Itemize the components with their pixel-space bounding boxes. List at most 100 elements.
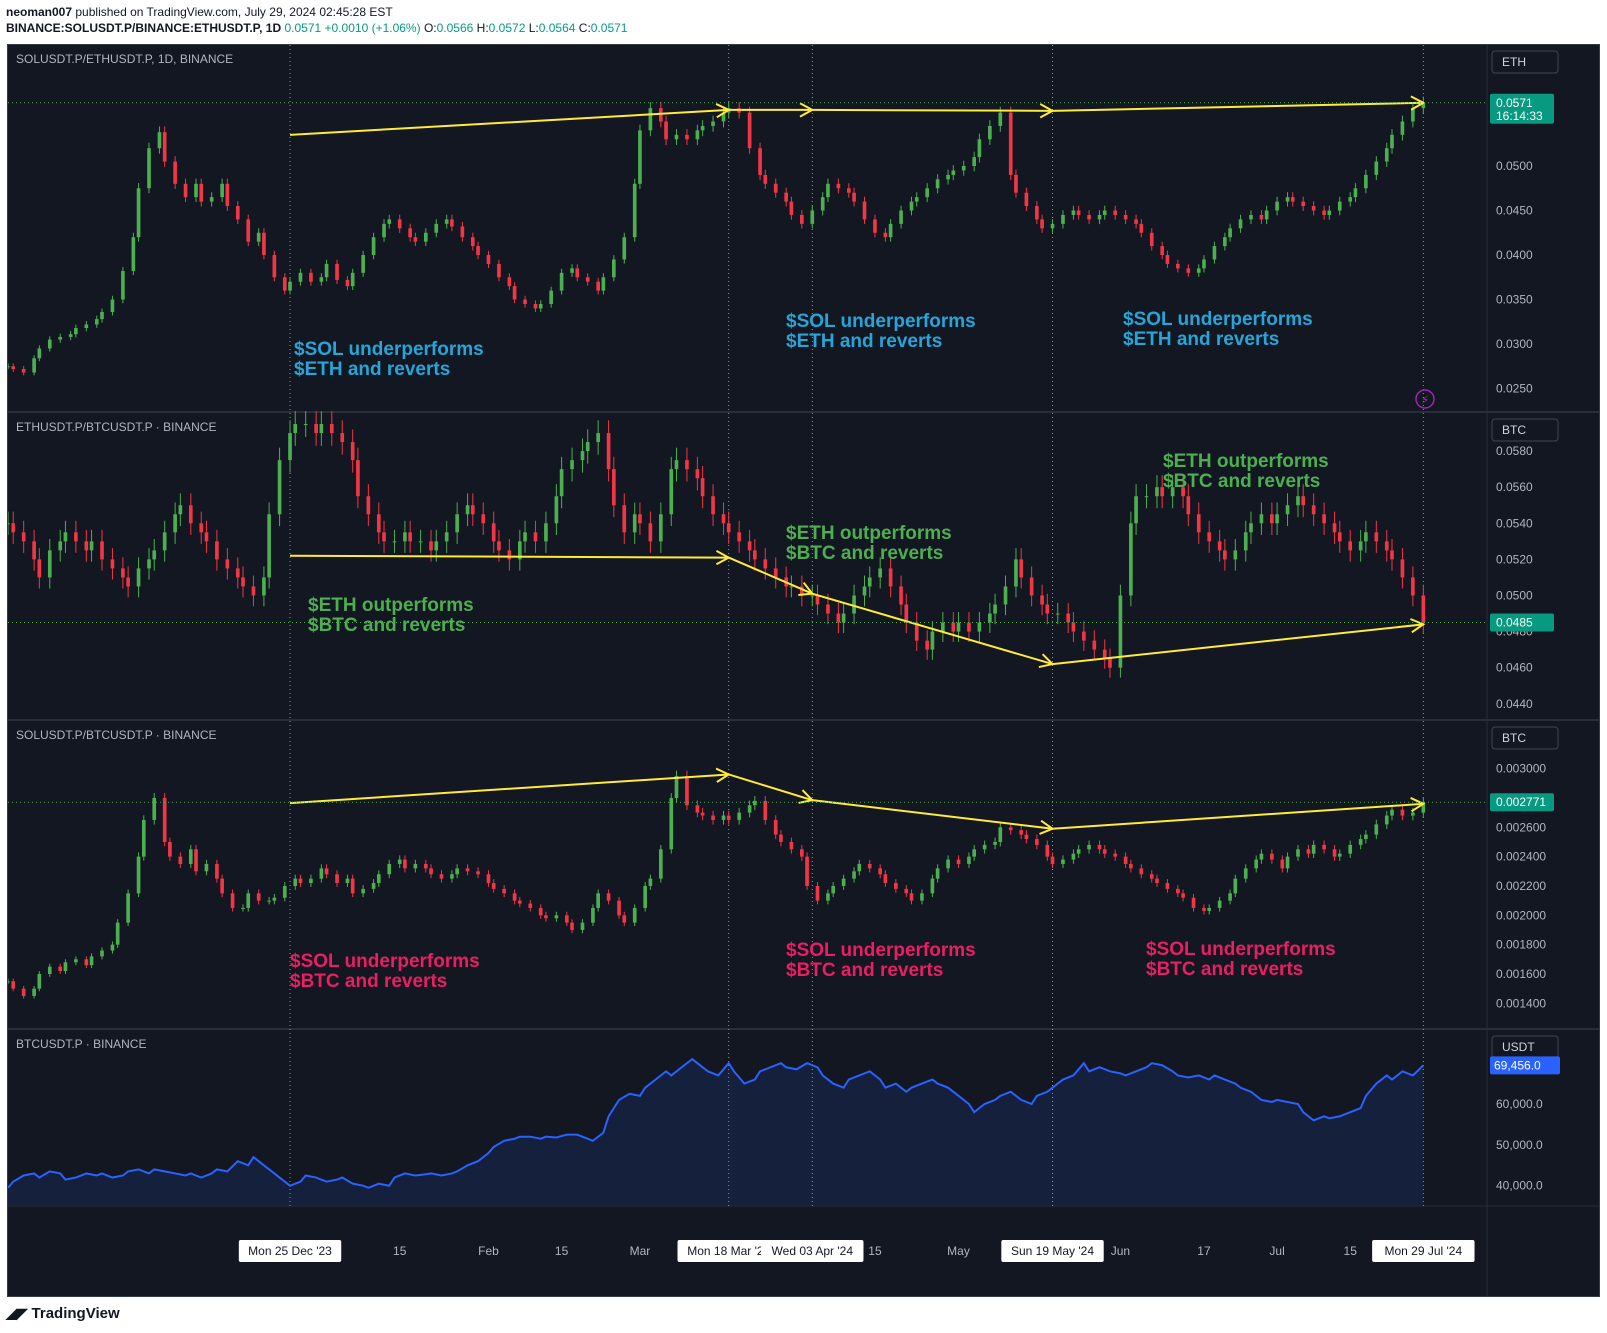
candle-body [1296, 496, 1300, 506]
candle-body [1029, 577, 1034, 596]
candle-body [115, 922, 120, 945]
candle-body [658, 849, 663, 879]
annotation-text: $BTC and reverts [786, 960, 943, 981]
candle-body [867, 577, 872, 587]
candle-body [1322, 844, 1326, 850]
candle-body [1364, 532, 1368, 542]
candle-body [58, 336, 63, 340]
candle-body [570, 922, 574, 930]
candle-body [591, 907, 595, 923]
ohlc-line: BINANCE:SOLUSDT.P/BINANCE:ETHUSDT.P, 1D … [6, 20, 627, 36]
annotation-text: $SOL underperforms [290, 951, 480, 972]
candle-body [220, 183, 224, 198]
candle-body [810, 595, 815, 597]
candle-body [523, 299, 527, 304]
candle-body [94, 319, 99, 325]
annotation-text: $BTC and reverts [308, 615, 465, 636]
chart-canvas[interactable]: SOLUSDT.P/ETHUSDT.P, 1D, BINANCE ETH 0.050… [8, 45, 1599, 1296]
candle-body [1149, 232, 1154, 247]
chart-frame[interactable]: SOLUSDT.P/ETHUSDT.P, 1D, BINANCE ETH 0.050… [7, 44, 1600, 1297]
low-label: L: [528, 21, 539, 35]
candle-body [585, 277, 590, 282]
candle-body [1082, 631, 1086, 641]
currency-box [1491, 418, 1559, 442]
candle-body [977, 622, 982, 632]
y-tick-label: 60,000.0 [1496, 1097, 1543, 1111]
author-name[interactable]: neoman007 [6, 5, 73, 19]
last-price-badge [1490, 1056, 1560, 1075]
candle-body [319, 424, 324, 434]
candle-body [883, 874, 888, 884]
candle-body [282, 885, 287, 898]
candle-body [559, 272, 564, 291]
candle-body [147, 148, 151, 189]
publication-header: neoman007 published on TradingView.com, … [6, 4, 627, 36]
candle-body [685, 134, 689, 140]
candle-body [580, 451, 585, 461]
candle-body [1223, 550, 1227, 560]
candle-body [648, 523, 653, 542]
y-tick-label: 50,000.0 [1496, 1138, 1543, 1152]
candle-body [993, 604, 997, 614]
candle-body [1384, 541, 1389, 551]
candle-body [836, 613, 841, 623]
trendline [1052, 623, 1424, 666]
candle-body [220, 878, 224, 894]
candle-body [152, 550, 157, 560]
candle-body [371, 237, 376, 256]
candle-body [507, 550, 512, 560]
currency-label: USDT [1502, 1040, 1535, 1054]
candle-body [403, 532, 407, 542]
trendline [728, 556, 813, 595]
candle-body [695, 805, 700, 813]
candle-body [68, 334, 73, 337]
candle-body [988, 613, 992, 623]
annotation-text: $BTC and reverts [786, 543, 943, 564]
candle-body [11, 981, 16, 989]
candle-body [1358, 839, 1363, 845]
currency-label: ETH [1502, 55, 1526, 69]
last-price-badge [1490, 613, 1554, 632]
pane-title: SOLUSDT.P/BTCUSDT.P · BINANCE [16, 728, 216, 742]
y-tick-label: 0.0560 [1496, 480, 1533, 494]
candle-body [476, 246, 480, 256]
candle-body [1348, 197, 1353, 202]
candle-body [199, 523, 204, 533]
candle-body [335, 874, 339, 884]
candle-body [1202, 907, 1206, 911]
candle-body [596, 281, 600, 291]
candle-body [121, 568, 125, 578]
candle-body [429, 868, 433, 875]
candle-body [162, 532, 167, 551]
candle-body [470, 237, 475, 247]
candle-body [392, 541, 397, 543]
candle-body [643, 885, 647, 908]
candle-body [1165, 255, 1170, 264]
candle-body [1092, 640, 1097, 650]
candle-body [434, 541, 439, 551]
y-tick-label: 0.0450 [1496, 204, 1533, 218]
candle-body [664, 121, 668, 140]
candle-body [58, 541, 63, 551]
tradingview-brand: ◢◤ TradingView [6, 1305, 120, 1322]
candle-body [100, 311, 104, 320]
candle-body [1322, 514, 1326, 524]
candle-body [685, 775, 689, 806]
candle-body [1384, 815, 1389, 825]
pane-title: SOLUSDT.P/ETHUSDT.P, 1D, BINANCE [16, 52, 233, 66]
y-tick-label: 0.002000 [1496, 908, 1546, 922]
candle-body [554, 915, 559, 919]
candle-body [925, 640, 930, 650]
candle-body [517, 900, 522, 904]
candle-body [883, 232, 888, 238]
candle-body [638, 514, 642, 524]
candle-body [486, 874, 491, 884]
candle-body [136, 568, 141, 587]
candle-body [1055, 613, 1060, 615]
brand-text: TradingView [31, 1305, 120, 1322]
candle-body [867, 863, 872, 869]
candle-body [836, 183, 841, 189]
y-tick-label: 0.0300 [1496, 337, 1533, 351]
candle-body [74, 959, 78, 963]
candle-body [251, 586, 256, 596]
